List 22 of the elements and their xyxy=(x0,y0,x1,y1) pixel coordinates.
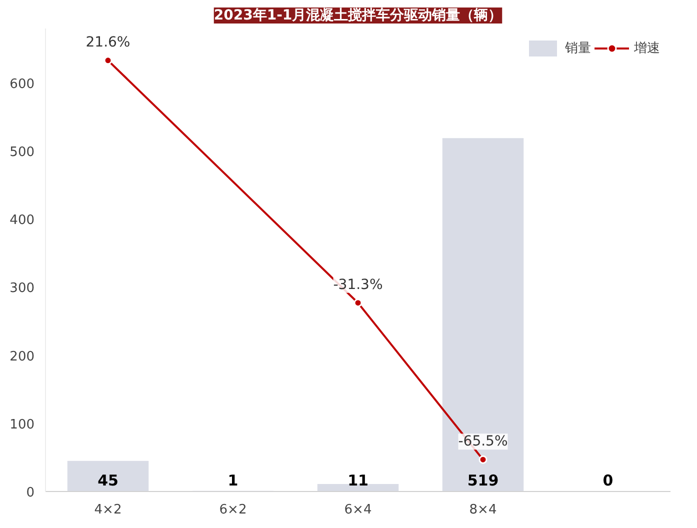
data-label: 0 xyxy=(602,472,614,490)
y-tick-label: 300 xyxy=(10,281,35,296)
data-label: 1 xyxy=(228,472,238,490)
y-tick-label: 400 xyxy=(10,213,35,228)
x-tick-label: 6×2 xyxy=(219,502,247,518)
data-label: 519 xyxy=(467,472,499,490)
data-label: 21.6% xyxy=(86,34,130,50)
chart-title: 2023年1-1月混凝土搅拌车分驱动销量（辆） xyxy=(214,6,502,24)
y-tick-label: 100 xyxy=(10,417,35,432)
data-label: 11 xyxy=(348,472,368,490)
x-tick-label: 8×4 xyxy=(469,502,497,518)
data-label: -65.5% xyxy=(458,434,508,450)
legend-label: 增速 xyxy=(634,40,660,57)
y-tick-label: 0 xyxy=(26,486,35,500)
y-tick-label: 600 xyxy=(10,76,35,92)
x-tick-label: 4×2 xyxy=(94,502,122,518)
y-tick-label: 200 xyxy=(10,349,35,364)
y-tick-label: 500 xyxy=(10,145,35,160)
legend-label: 销量 xyxy=(565,40,591,57)
x-tick-label: 6×4 xyxy=(344,502,372,518)
data-label: -31.3% xyxy=(333,276,383,293)
data-label: 45 xyxy=(98,472,118,490)
